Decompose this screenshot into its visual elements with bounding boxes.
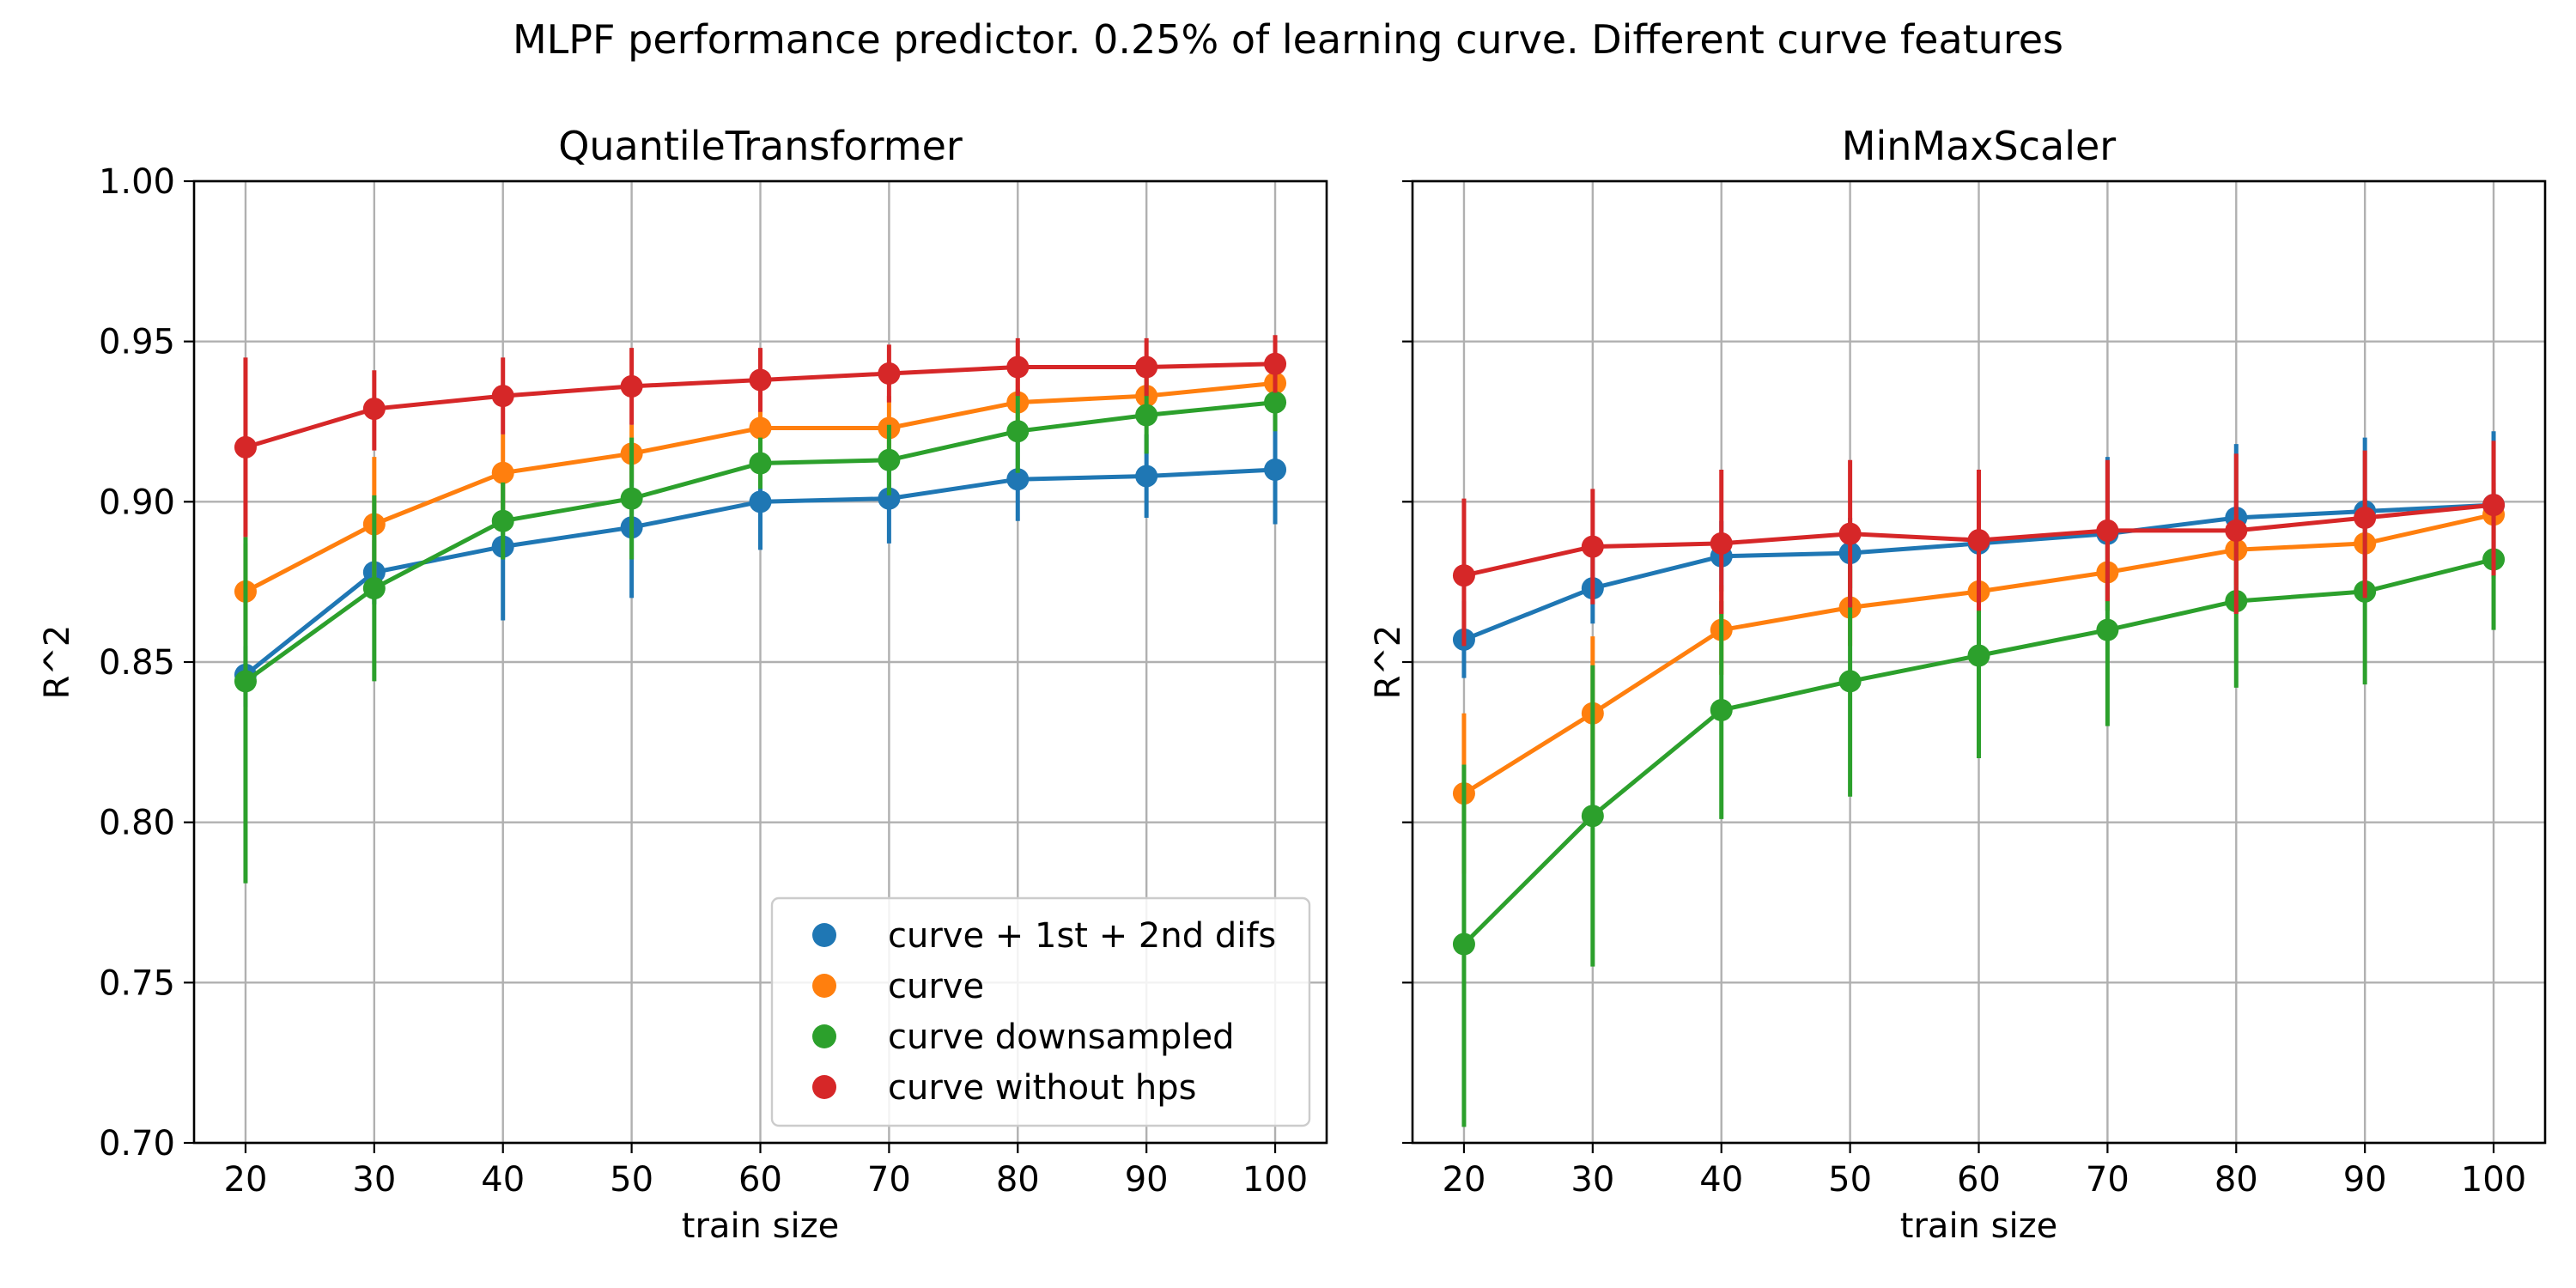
x-tick-label: 20 <box>1443 1160 1486 1200</box>
data-point <box>1581 805 1604 828</box>
data-point <box>2225 519 2248 542</box>
x-tick-label: 80 <box>2215 1160 2258 1200</box>
x-axis-label: train size <box>682 1206 839 1246</box>
data-point <box>1135 355 1158 379</box>
data-point <box>620 487 643 510</box>
legend-marker <box>812 974 836 998</box>
series-3 <box>1452 489 2506 1127</box>
data-point <box>1006 468 1030 491</box>
data-point <box>1264 391 1287 414</box>
legend-label: curve + 1st + 2nd difs <box>888 916 1276 956</box>
x-tick-label: 70 <box>2086 1160 2129 1200</box>
x-tick-label: 60 <box>1957 1160 2001 1200</box>
legend-label: curve without hps <box>888 1068 1196 1108</box>
y-tick-label: 1.00 <box>99 162 175 202</box>
data-point <box>1452 564 1475 587</box>
y-tick-label: 0.90 <box>99 483 175 522</box>
data-point <box>878 362 901 385</box>
series-4 <box>1452 440 2506 647</box>
y-tick-label: 0.70 <box>99 1124 175 1163</box>
data-point <box>362 398 386 421</box>
x-tick-label: 60 <box>738 1160 782 1200</box>
x-tick-label: 30 <box>1571 1160 1614 1200</box>
data-point <box>1838 522 1862 545</box>
x-tick-label: 40 <box>481 1160 525 1200</box>
x-tick-label: 90 <box>2343 1160 2387 1200</box>
data-point <box>620 374 643 398</box>
data-point <box>491 461 514 484</box>
data-point <box>1710 699 1733 721</box>
y-tick-label: 0.75 <box>99 963 175 1003</box>
x-tick-label: 20 <box>224 1160 268 1200</box>
data-point <box>2096 519 2119 542</box>
data-point <box>1967 529 1990 552</box>
data-point <box>1264 459 1287 481</box>
data-point <box>749 416 772 440</box>
series-4 <box>234 335 1287 538</box>
legend-label: curve downsampled <box>888 1018 1235 1057</box>
data-point <box>878 448 901 471</box>
data-point <box>749 490 772 513</box>
data-point <box>362 577 386 600</box>
legend-marker <box>812 1075 836 1099</box>
data-point <box>1135 465 1158 488</box>
data-point <box>2482 494 2506 517</box>
y-tick-label: 0.85 <box>99 643 175 683</box>
series-3 <box>234 374 1287 884</box>
data-point <box>491 385 514 408</box>
legend: curve + 1st + 2nd difs curve curve downsam… <box>770 896 1311 1127</box>
figure-suptitle: MLPF performance predictor. 0.25% of lea… <box>513 16 2063 63</box>
axes-frame <box>192 179 1328 1145</box>
data-point <box>1452 933 1475 956</box>
legend-label: curve <box>888 967 984 1006</box>
data-point <box>1581 535 1604 558</box>
x-tick-label: 30 <box>352 1160 396 1200</box>
subplot-2: 20 30 40 50 60 70 80 90 100 train size R^2 MinMaxSc… <box>1369 123 2547 1246</box>
y-axis-label: R^2 <box>38 625 77 700</box>
legend-frame <box>770 896 1311 1127</box>
x-tick-label: 100 <box>1242 1160 1308 1200</box>
data-point <box>1264 352 1287 375</box>
subplot-title: MinMaxScaler <box>1842 123 2116 169</box>
x-tick-label: 70 <box>867 1160 911 1200</box>
data-point <box>1967 644 1990 667</box>
x-tick-label: 100 <box>2461 1160 2526 1200</box>
legend-marker <box>812 1024 836 1048</box>
data-point <box>1006 420 1030 443</box>
y-axis-label: R^2 <box>1369 625 1408 700</box>
data-point <box>749 452 772 475</box>
data-point <box>491 509 514 532</box>
data-point <box>2096 618 2119 641</box>
legend-marker <box>812 923 836 947</box>
x-tick-label: 50 <box>610 1160 653 1200</box>
y-tick-label: 0.95 <box>99 323 175 362</box>
x-tick-label: 80 <box>996 1160 1040 1200</box>
data-point <box>1838 670 1862 693</box>
data-point <box>878 487 901 510</box>
data-point <box>234 435 257 459</box>
data-point <box>234 670 257 693</box>
subplots: 20 30 40 50 60 70 80 90 100 0.70 0.75 0.80 0.85 0.90 0… <box>38 123 2547 1246</box>
y-tick-label: 0.80 <box>99 804 175 843</box>
x-tick-label: 90 <box>1125 1160 1169 1200</box>
subplot-title: QuantileTransformer <box>558 123 963 169</box>
data-point <box>1135 404 1158 427</box>
data-point <box>2354 507 2377 529</box>
subplot-1: 20 30 40 50 60 70 80 90 100 0.70 0.75 0.80 0.85 0.90 0… <box>38 123 1328 1246</box>
x-tick-label: 40 <box>1699 1160 1743 1200</box>
x-axis-label: train size <box>1900 1206 2057 1246</box>
data-point <box>1710 532 1733 555</box>
x-tick-label: 50 <box>1828 1160 1872 1200</box>
data-point <box>1006 355 1030 379</box>
axes-frame <box>1411 179 2547 1145</box>
data-point <box>749 368 772 392</box>
